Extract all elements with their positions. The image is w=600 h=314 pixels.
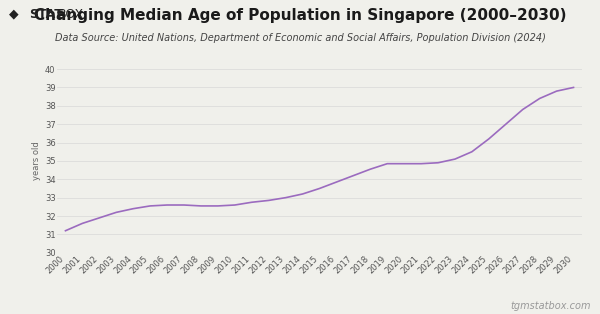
Y-axis label: years old: years old [32, 142, 41, 180]
Text: tgmstatbox.com: tgmstatbox.com [511, 301, 591, 311]
Text: ◆: ◆ [9, 8, 19, 21]
Text: STAT: STAT [29, 8, 62, 21]
Text: Data Source: United Nations, Department of Economic and Social Affairs, Populati: Data Source: United Nations, Department … [55, 33, 545, 43]
Text: BOX: BOX [58, 8, 85, 21]
Text: Changing Median Age of Population in Singapore (2000–2030): Changing Median Age of Population in Sin… [34, 8, 566, 23]
